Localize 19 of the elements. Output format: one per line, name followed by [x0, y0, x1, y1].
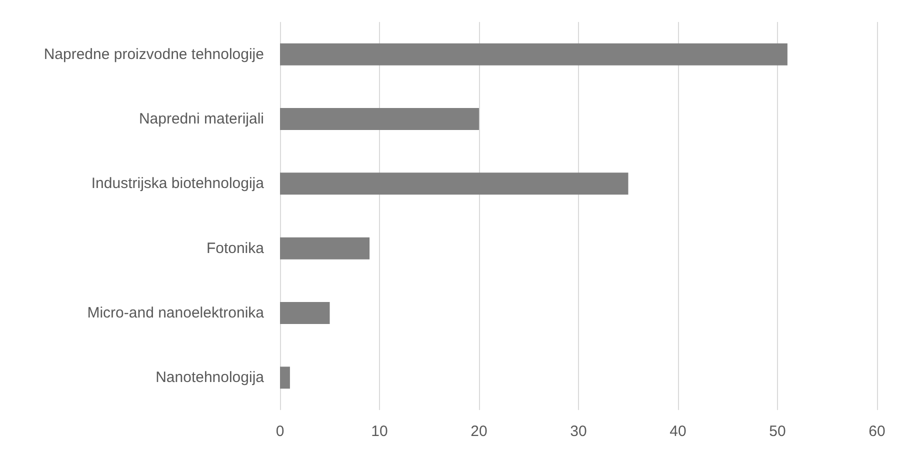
- y-tick-label: Fotonika: [206, 240, 265, 257]
- y-tick-label: Napredne proizvodne tehnologije: [44, 46, 264, 63]
- x-tick-label: 60: [868, 423, 886, 440]
- y-tick-label: Industrijska biotehnologija: [91, 175, 265, 192]
- bar: [280, 172, 628, 195]
- x-tick-label: 40: [670, 423, 686, 440]
- x-tick-label: 10: [371, 423, 388, 440]
- x-tick-label: 0: [276, 423, 284, 440]
- x-tick-label: 20: [470, 423, 488, 440]
- y-tick-label: Micro-and nanoelektronika: [87, 304, 265, 322]
- bar: [280, 302, 330, 324]
- y-tick-label: Napredni materijali: [138, 110, 264, 128]
- bar: [280, 108, 479, 130]
- bar: [280, 237, 370, 260]
- x-tick-label: 30: [570, 423, 587, 440]
- y-tick-label: Nanotehnologija: [156, 369, 265, 386]
- x-tick-label: 50: [769, 423, 786, 440]
- bar: [280, 43, 788, 66]
- bar: [280, 366, 290, 389]
